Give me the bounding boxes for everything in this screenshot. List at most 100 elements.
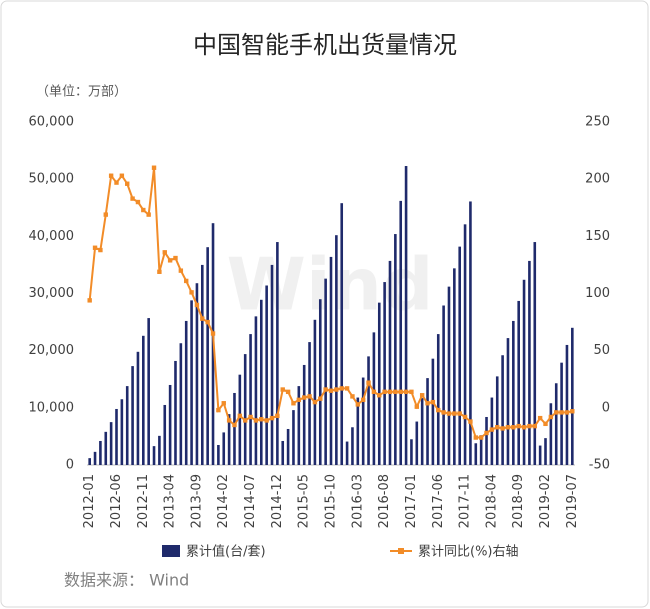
line-marker xyxy=(334,387,339,392)
line-marker xyxy=(559,410,564,415)
line-marker xyxy=(339,386,344,391)
x-tick-label: 2014-02 xyxy=(216,474,231,528)
line-marker xyxy=(387,389,393,395)
line-marker xyxy=(135,199,141,205)
line-marker xyxy=(242,418,248,423)
bar xyxy=(394,234,397,465)
bar xyxy=(474,443,478,465)
line-marker xyxy=(114,180,119,185)
x-tick-label: 2012-06 xyxy=(109,474,124,528)
line-marker xyxy=(564,410,570,415)
bar xyxy=(259,299,263,465)
line-marker xyxy=(570,409,575,414)
line-marker xyxy=(548,414,554,420)
line-marker xyxy=(366,380,371,385)
legend-label: 累计值(台/套) xyxy=(186,544,266,560)
line-marker xyxy=(205,319,210,325)
bar xyxy=(479,435,483,465)
line-marker xyxy=(264,418,269,423)
line-marker xyxy=(248,414,253,420)
line-marker xyxy=(98,247,103,253)
bar xyxy=(324,278,327,465)
line-marker xyxy=(162,250,167,255)
bar xyxy=(383,282,386,465)
bar xyxy=(361,377,365,465)
line-marker xyxy=(554,410,559,415)
line-marker xyxy=(521,425,527,430)
y2-tick-label: 50 xyxy=(593,343,610,358)
line-marker xyxy=(344,386,350,391)
line-marker xyxy=(473,435,478,440)
bar xyxy=(147,318,150,465)
x-tick-label: 2017-11 xyxy=(458,474,473,528)
line-marker xyxy=(328,388,334,393)
legend-swatch xyxy=(162,545,180,557)
bar xyxy=(168,384,172,465)
line-marker xyxy=(237,413,243,419)
x-tick-label: 2017-06 xyxy=(431,474,446,528)
line-marker xyxy=(312,399,318,405)
x-tick-label: 2015-05 xyxy=(297,474,312,528)
bar xyxy=(297,386,301,465)
line-marker xyxy=(285,389,291,395)
x-tick-label: 2012-11 xyxy=(136,474,151,528)
line-marker xyxy=(441,410,446,415)
line-marker xyxy=(194,302,200,308)
bar xyxy=(88,458,91,465)
bar xyxy=(554,383,558,465)
line-marker xyxy=(436,407,441,413)
bar xyxy=(404,166,408,466)
y2-tick-label: -50 xyxy=(589,458,610,473)
bar xyxy=(313,319,317,465)
line-marker xyxy=(200,316,205,321)
x-tick-label: 2013-04 xyxy=(163,474,178,528)
y2-tick-label: 200 xyxy=(585,172,610,187)
bar xyxy=(399,200,403,465)
bar xyxy=(265,285,268,465)
bar xyxy=(270,264,274,465)
line-marker xyxy=(505,425,511,430)
bar xyxy=(302,364,306,465)
line-marker xyxy=(543,421,548,427)
x-tick-label: 2019-02 xyxy=(538,474,553,528)
bar xyxy=(184,320,188,465)
bar xyxy=(200,264,204,465)
line-marker xyxy=(167,258,173,263)
bar xyxy=(528,260,531,465)
line-marker xyxy=(478,435,484,440)
bar xyxy=(152,446,156,465)
line-marker xyxy=(484,430,489,436)
bar xyxy=(495,376,499,465)
bar xyxy=(340,203,344,465)
y-tick-label: 40,000 xyxy=(29,229,75,244)
bar xyxy=(469,201,472,465)
bar xyxy=(125,386,129,465)
unit-label: （单位：万部） xyxy=(36,85,127,100)
bar xyxy=(538,445,542,465)
line-marker xyxy=(500,426,505,431)
bar xyxy=(501,355,504,465)
bar xyxy=(142,335,145,465)
bar xyxy=(249,334,252,465)
bar xyxy=(292,410,295,465)
bar xyxy=(99,440,102,465)
line-marker xyxy=(537,415,543,421)
bar xyxy=(286,428,290,465)
bar xyxy=(549,403,553,465)
line-marker xyxy=(184,278,189,284)
bar xyxy=(458,246,462,465)
line-marker xyxy=(489,427,495,432)
line-marker xyxy=(495,425,500,430)
y-tick-label: 10,000 xyxy=(29,400,75,415)
line-marker xyxy=(92,245,98,250)
x-tick-label: 2018-09 xyxy=(511,474,526,528)
bar xyxy=(436,334,440,465)
line-marker xyxy=(318,396,323,401)
x-tick-label: 2015-10 xyxy=(324,474,339,528)
line-marker xyxy=(189,290,194,295)
bar xyxy=(512,320,515,465)
line-marker xyxy=(377,393,382,398)
bar xyxy=(453,268,456,465)
bar xyxy=(388,260,392,465)
